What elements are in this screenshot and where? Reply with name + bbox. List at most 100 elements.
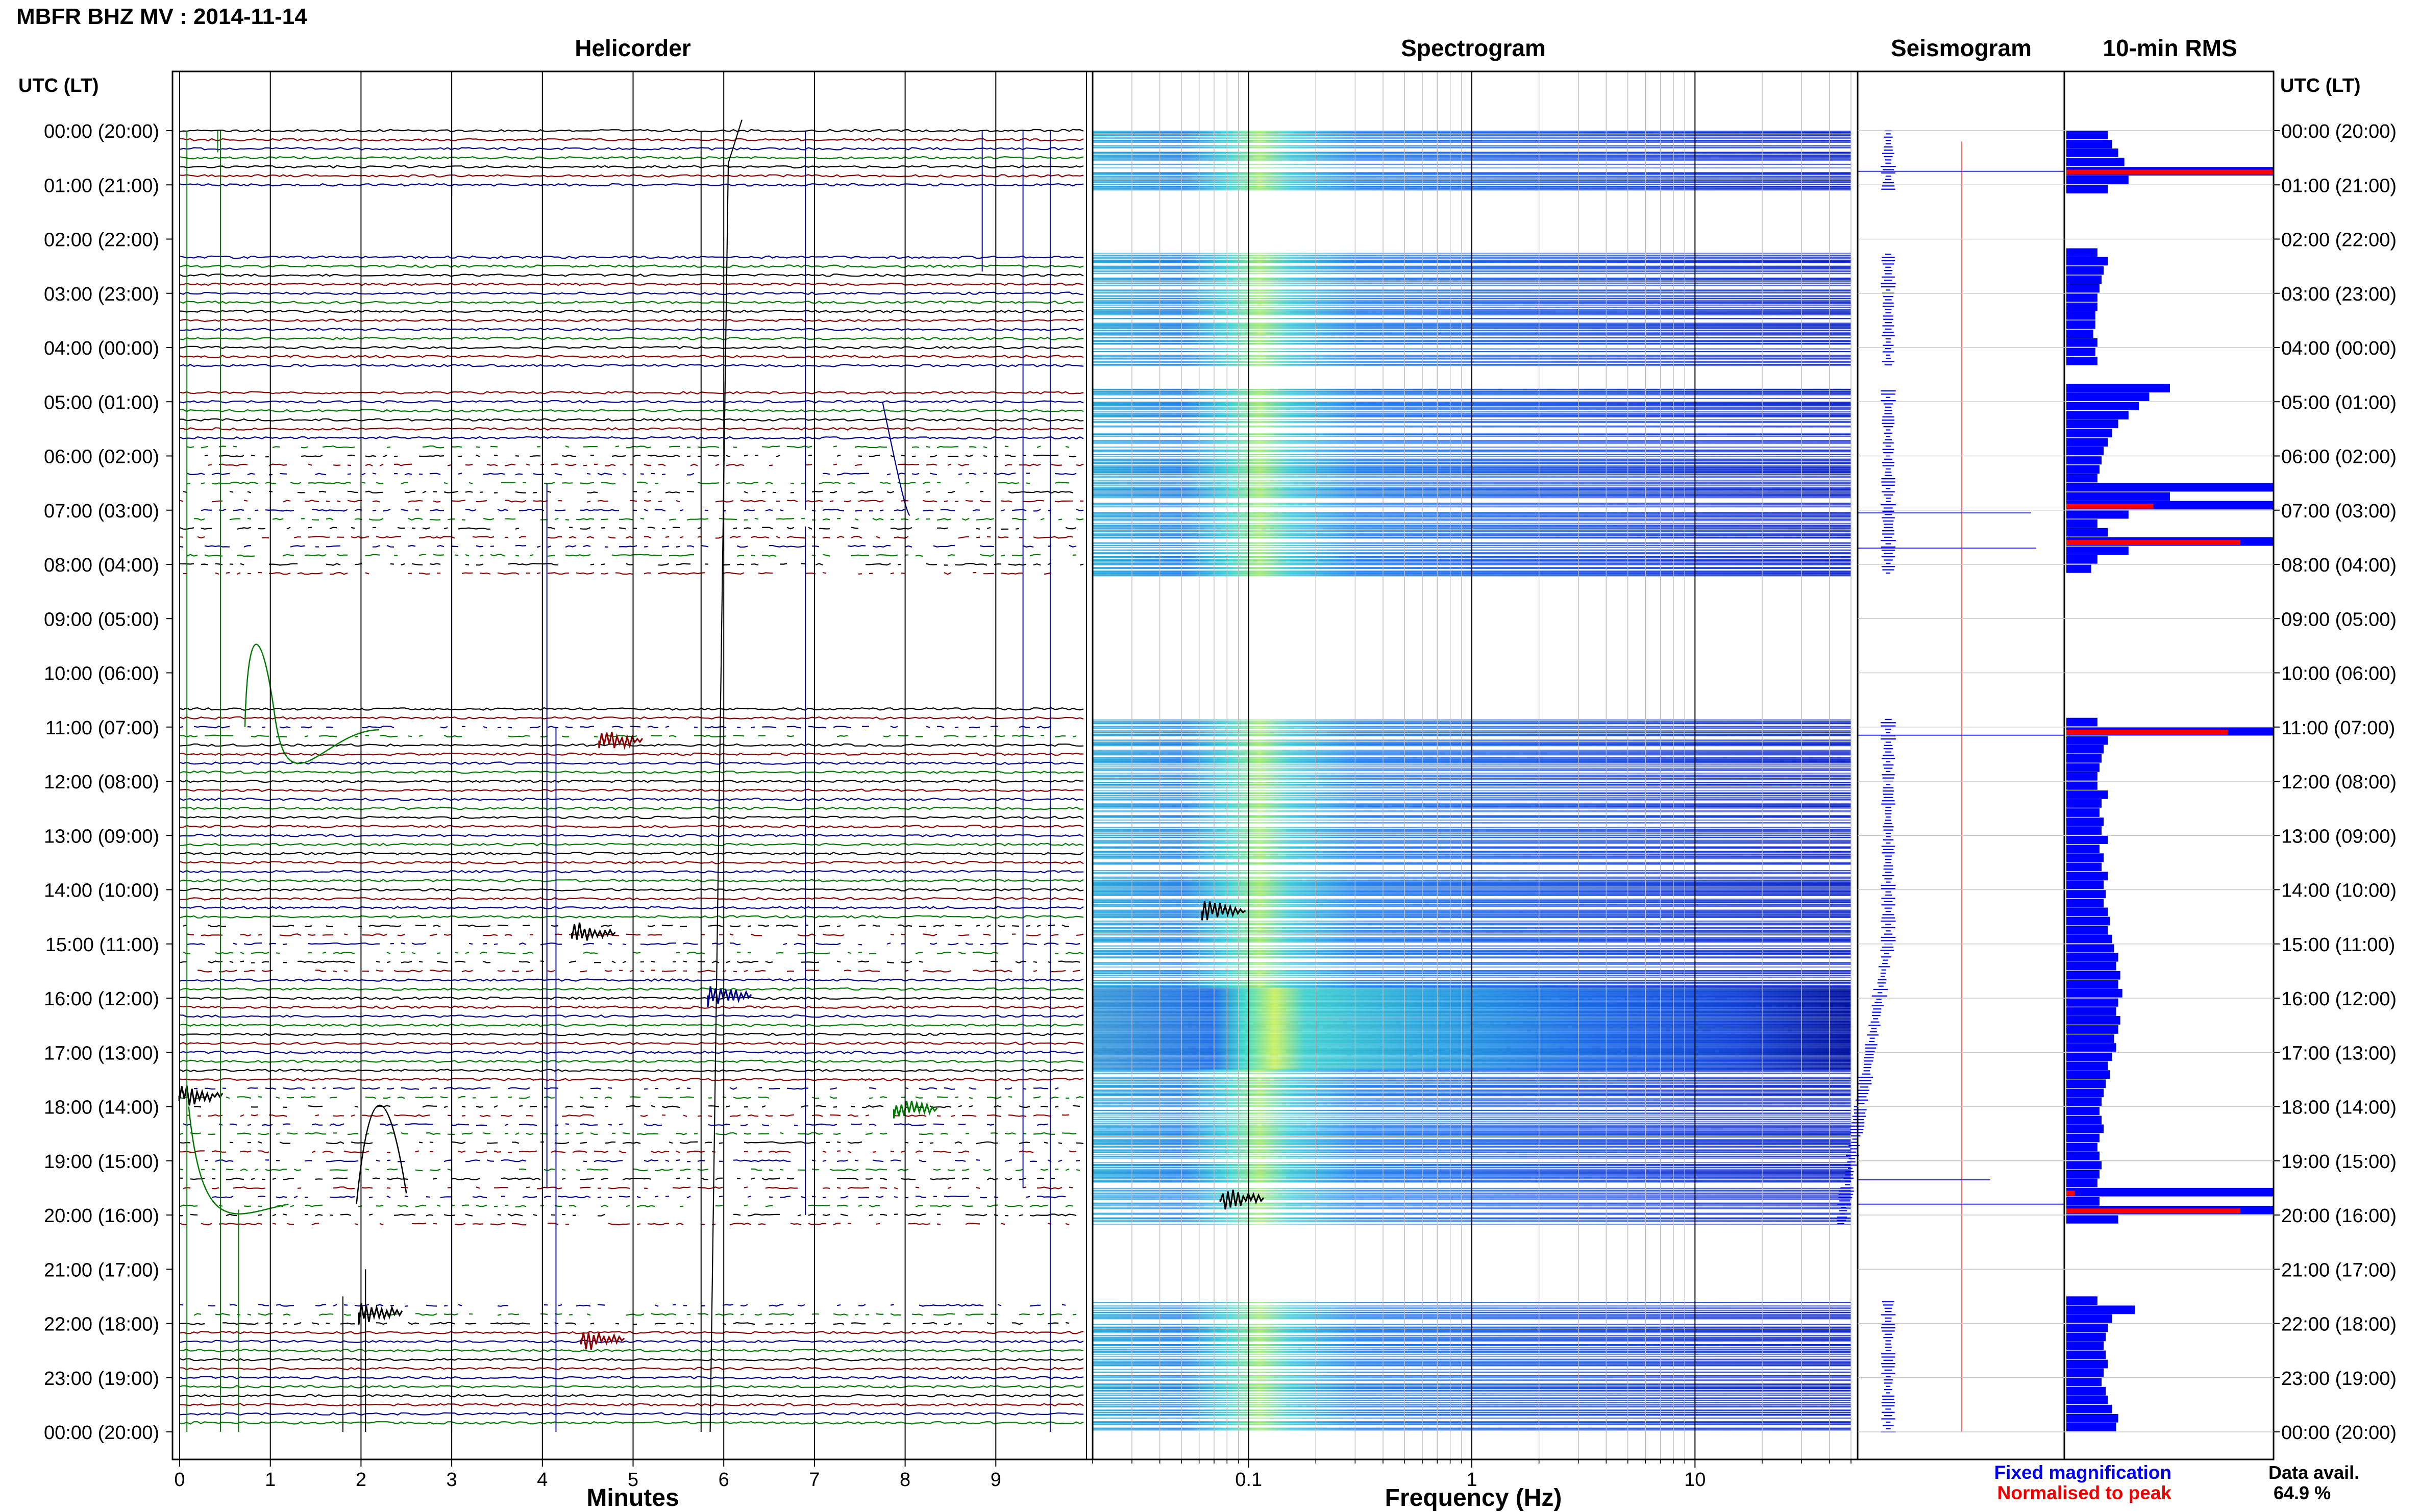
axes: 00:00 (20:00) 00:00 (20:00) 01:00 (21:00) 0… xyxy=(44,70,2397,1491)
rms-bar xyxy=(2066,429,2112,438)
rms-bar xyxy=(2066,899,2104,908)
rms-bar xyxy=(2066,1305,2135,1315)
rms-bar xyxy=(2066,338,2097,347)
rms-bar xyxy=(2066,953,2118,962)
time-label-right: 08:00 (04:00) xyxy=(2281,555,2397,576)
rms-bar xyxy=(2066,1151,2100,1160)
time-label-left: 11:00 (07:00) xyxy=(45,717,159,739)
spectrogram-panel xyxy=(1092,71,1852,1459)
minute-tick-label: 0 xyxy=(174,1469,185,1491)
rms-bar xyxy=(2066,781,2097,790)
time-label-left: 16:00 (12:00) xyxy=(44,988,159,1010)
rms-bar xyxy=(2066,392,2150,401)
minute-tick-label: 6 xyxy=(719,1469,729,1491)
rms-bar xyxy=(2066,311,2095,320)
time-label-right: 02:00 (22:00) xyxy=(2281,230,2397,251)
rms-bar xyxy=(2066,808,2100,817)
rms-bar xyxy=(2066,880,2104,889)
time-label-left: 15:00 (11:00) xyxy=(45,934,159,956)
time-label-right: 10:00 (06:00) xyxy=(2281,663,2397,685)
time-label-left: 19:00 (15:00) xyxy=(44,1151,159,1173)
rms-bar xyxy=(2066,961,2116,971)
time-label-left: 13:00 (09:00) xyxy=(44,826,159,847)
frequency-tick-label: 10 xyxy=(1684,1469,1706,1491)
rms-bar xyxy=(2066,176,2129,184)
minute-tick-label: 9 xyxy=(991,1469,1001,1491)
rms-bar xyxy=(2066,980,2118,989)
rms-bar xyxy=(2066,1160,2102,1170)
time-label-left: 17:00 (13:00) xyxy=(44,1043,159,1064)
rms-bar xyxy=(2066,835,2108,844)
time-label-right: 14:00 (10:00) xyxy=(2281,880,2397,902)
rms-bar xyxy=(2066,1359,2108,1369)
time-label-right: 15:00 (11:00) xyxy=(2281,934,2395,956)
rms-bar xyxy=(2066,131,2108,139)
rms-bar xyxy=(2066,492,2170,501)
time-label-left: 00:00 (20:00) xyxy=(44,121,159,142)
rms-bar xyxy=(2066,474,2097,483)
time-label-left: 14:00 (10:00) xyxy=(44,880,159,902)
time-label-left: 00:00 (20:00) xyxy=(44,1422,159,1444)
time-label-left: 02:00 (22:00) xyxy=(44,230,159,251)
rms-bar xyxy=(2066,944,2114,953)
rms-bar xyxy=(2066,384,2170,392)
frequency-axis-label: Frequency (Hz) xyxy=(1385,1484,1562,1511)
frequency-tick-label: 0.1 xyxy=(1235,1469,1262,1491)
time-label-left: 06:00 (02:00) xyxy=(44,447,159,468)
time-label-right: 13:00 (09:00) xyxy=(2281,826,2397,847)
rms-bar xyxy=(2066,185,2108,193)
rms-bar xyxy=(2066,357,2097,365)
time-label-right: 16:00 (12:00) xyxy=(2281,988,2397,1010)
rms-bar xyxy=(2066,275,2102,284)
rms-bar xyxy=(2066,772,2097,781)
rms-bar xyxy=(2066,140,2112,148)
rms-bar xyxy=(2066,971,2120,980)
rms-bar xyxy=(2066,872,2108,881)
rms-bar xyxy=(2066,926,2108,935)
helicorder-heading: Helicorder xyxy=(575,35,691,61)
rms-bar xyxy=(2066,1079,2106,1088)
data-availability-value: 64.9 % xyxy=(2274,1482,2331,1503)
seismogram-panel xyxy=(1836,130,2064,1433)
legend-normalised-to-peak: Normalised to peak xyxy=(1997,1482,2172,1503)
rms-bar xyxy=(2066,1197,2100,1206)
rms-bar xyxy=(2066,1088,2104,1098)
minute-tick-label: 8 xyxy=(900,1469,910,1491)
rms-bar xyxy=(2066,763,2100,772)
time-label-right: 06:00 (02:00) xyxy=(2281,447,2397,468)
time-label-right: 00:00 (20:00) xyxy=(2281,121,2397,142)
time-label-right: 09:00 (05:00) xyxy=(2281,609,2397,630)
time-label-left: 08:00 (04:00) xyxy=(44,555,159,576)
time-label-left: 23:00 (19:00) xyxy=(44,1368,159,1390)
time-label-right: 17:00 (13:00) xyxy=(2281,1043,2397,1064)
rms-bar xyxy=(2066,1296,2097,1305)
rms-panel xyxy=(2066,131,2274,1431)
rms-bar xyxy=(2066,745,2104,754)
rms-bar xyxy=(2066,845,2100,854)
rms-bar xyxy=(2066,564,2091,573)
time-label-left: 03:00 (23:00) xyxy=(44,284,159,305)
rms-bar xyxy=(2066,1025,2118,1034)
rms-bar xyxy=(2066,1007,2116,1016)
time-label-left: 05:00 (01:00) xyxy=(44,392,159,413)
rms-bar xyxy=(2066,438,2108,447)
time-label-left: 09:00 (05:00) xyxy=(44,609,159,630)
rms-bar xyxy=(2066,293,2097,302)
legend-fixed-magnification: Fixed magnification xyxy=(1994,1462,2171,1483)
minute-tick-label: 3 xyxy=(447,1469,457,1491)
rms-bar xyxy=(2066,148,2118,157)
spectrogram-heading: Spectrogram xyxy=(1401,35,1546,61)
data-availability-label: Data avail. xyxy=(2268,1462,2359,1483)
rms-bar xyxy=(2066,348,2095,356)
rms-bar xyxy=(2066,419,2118,429)
time-label-right: 00:00 (20:00) xyxy=(2281,1422,2397,1444)
rms-normalised-bar xyxy=(2066,504,2154,509)
rms-bar xyxy=(2066,465,2100,474)
time-label-right: 19:00 (15:00) xyxy=(2281,1151,2397,1173)
time-label-right: 18:00 (14:00) xyxy=(2281,1097,2397,1119)
minutes-axis-label: Minutes xyxy=(586,1484,679,1511)
figure-title: MBFR BHZ MV : 2014-11-14 xyxy=(16,4,307,29)
rms-bar xyxy=(2066,1143,2097,1152)
time-label-left: 22:00 (18:00) xyxy=(44,1314,159,1335)
